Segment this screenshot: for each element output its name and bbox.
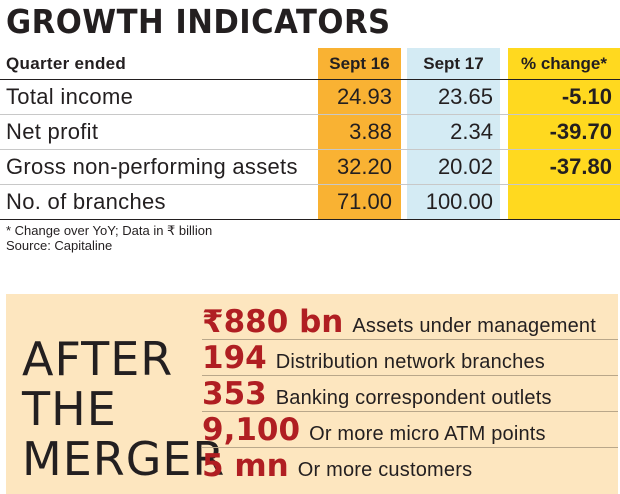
table-row: Net profit 3.88 2.34 -39.70 <box>0 115 620 150</box>
list-item: 9,100 Or more micro ATM points <box>202 412 618 448</box>
header-sept17: Sept 17 <box>407 48 500 79</box>
cell-change: -39.70 <box>508 115 620 149</box>
stat-value: 5 mn <box>202 448 289 484</box>
table-row: No. of branches 71.00 100.00 <box>0 185 620 220</box>
list-item: ₹880 bn Assets under management <box>202 304 618 340</box>
stat-value: 353 <box>202 376 267 412</box>
stat-value: 9,100 <box>202 412 301 448</box>
merger-heading-line: THE <box>22 382 117 436</box>
cell-change <box>508 185 620 219</box>
list-item: 353 Banking correspondent outlets <box>202 376 618 412</box>
table-row: Total income 24.93 23.65 -5.10 <box>0 80 620 115</box>
header-quarter-ended: Quarter ended <box>6 53 127 73</box>
cell-sept17: 20.02 <box>407 150 500 184</box>
stat-desc: Or more micro ATM points <box>309 423 546 445</box>
row-label: Net profit <box>6 119 99 144</box>
source-note: Source: Capitaline <box>6 238 113 253</box>
row-label: No. of branches <box>6 189 166 214</box>
cell-sept17: 100.00 <box>407 185 500 219</box>
list-item: 194 Distribution network branches <box>202 340 618 376</box>
merger-heading-line: AFTER <box>22 332 174 386</box>
stat-desc: Banking correspondent outlets <box>275 387 552 409</box>
merger-heading-line: MERGER <box>22 432 226 486</box>
stat-value: 194 <box>202 340 267 376</box>
cell-sept16: 32.20 <box>318 150 401 184</box>
page-title: GROWTH INDICATORS <box>6 2 391 41</box>
row-label: Total income <box>6 84 134 109</box>
merger-heading: AFTER THE MERGER <box>22 334 225 484</box>
cell-sept16: 71.00 <box>318 185 401 219</box>
stat-desc: Distribution network branches <box>275 351 545 373</box>
cell-change: -37.80 <box>508 150 620 184</box>
growth-table: Quarter ended Sept 16 Sept 17 % change* … <box>0 48 620 220</box>
merger-stats: ₹880 bn Assets under management 194 Dist… <box>202 304 618 484</box>
header-change: % change* <box>508 48 620 79</box>
merger-panel: AFTER THE MERGER ₹880 bn Assets under ma… <box>6 294 618 494</box>
stat-desc: Or more customers <box>297 459 473 481</box>
cell-sept17: 23.65 <box>407 80 500 114</box>
stat-value: ₹880 bn <box>202 304 344 340</box>
list-item: 5 mn Or more customers <box>202 448 618 484</box>
stat-desc: Assets under management <box>352 315 596 337</box>
table-header: Quarter ended Sept 16 Sept 17 % change* <box>0 48 620 80</box>
header-sept16: Sept 16 <box>318 48 401 79</box>
cell-sept17: 2.34 <box>407 115 500 149</box>
footnote: * Change over YoY; Data in ₹ billion <box>6 223 213 238</box>
table-row: Gross non-performing assets 32.20 20.02 … <box>0 150 620 185</box>
cell-sept16: 3.88 <box>318 115 401 149</box>
row-label: Gross non-performing assets <box>6 154 298 179</box>
cell-change: -5.10 <box>508 80 620 114</box>
cell-sept16: 24.93 <box>318 80 401 114</box>
